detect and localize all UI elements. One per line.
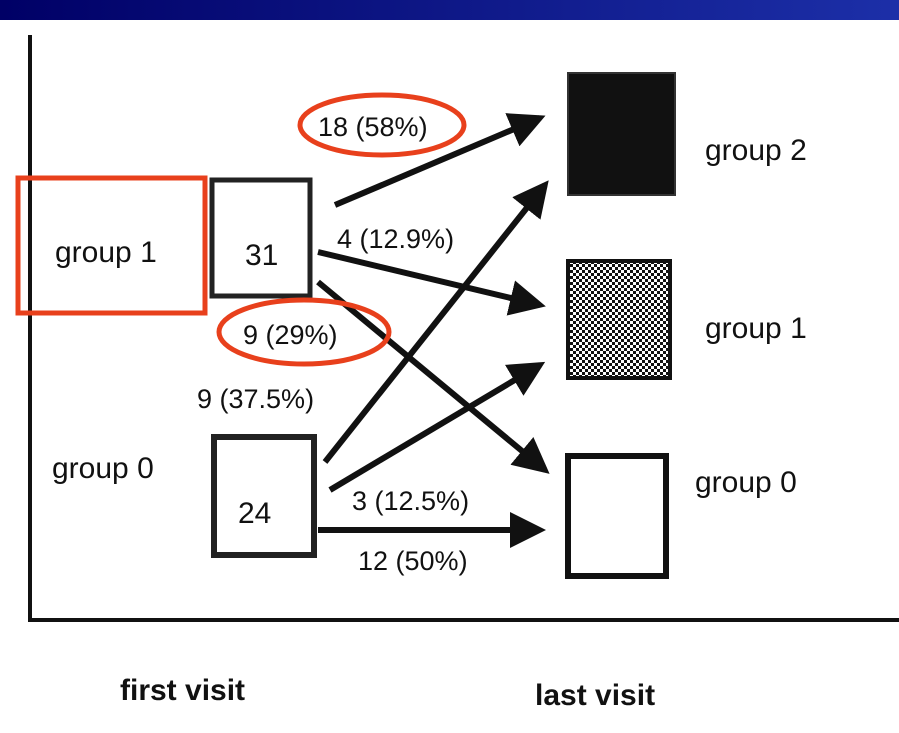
node-box [567,72,676,196]
edge-label: 3 (12.5%) [352,486,469,516]
node-box [566,259,672,380]
edge-label: 9 (29%) [243,320,338,350]
node-box [209,177,313,299]
axis-label: first visit [120,674,245,707]
node-label: group 2 [705,134,807,167]
highlight-box [15,175,208,316]
node-box [211,434,317,558]
title-bar [0,0,899,20]
highlight-ellipse [216,297,392,367]
node-label: group 1 [705,312,807,345]
edge-label: 9 (37.5%) [197,384,314,414]
arrows [316,113,550,548]
edge-label: 4 (12.9%) [337,224,454,254]
edge-label: 12 (50%) [358,546,468,576]
node-label: group 0 [52,452,154,485]
axis-label: last visit [535,679,655,712]
highlight-ellipse [297,92,467,158]
node-count: 31 [245,239,278,272]
node-count: 24 [238,497,271,530]
node-label: group 0 [695,466,797,499]
node-box [565,453,669,579]
edge-label: 18 (58%) [318,112,428,142]
node-label: group 1 [55,236,157,269]
